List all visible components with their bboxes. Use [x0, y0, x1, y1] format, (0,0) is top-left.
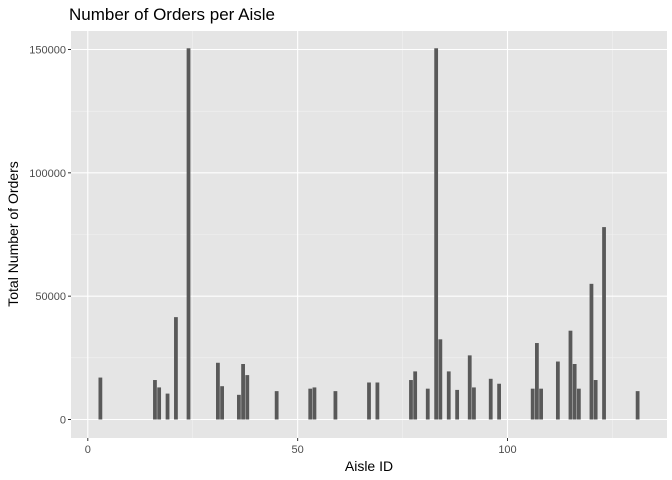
bar-aisle-21 — [174, 317, 178, 420]
x-tick-label: 0 — [85, 444, 91, 456]
chart-title: Number of Orders per Aisle — [69, 5, 275, 24]
bar-aisle-121 — [593, 380, 598, 420]
bar-aisle-106 — [530, 388, 535, 420]
bar-aisle-108 — [539, 388, 543, 420]
bar-aisle-67 — [367, 382, 371, 420]
bar-aisle-38 — [245, 375, 250, 420]
bar-aisle-19 — [165, 393, 170, 420]
bars — [98, 48, 640, 420]
bar-aisle-32 — [220, 386, 224, 420]
bar-aisle-31 — [216, 362, 220, 420]
bar-aisle-98 — [497, 383, 501, 420]
minor-gridlines — [71, 31, 667, 438]
bar-aisle-115 — [568, 330, 573, 420]
bar-aisle-92 — [472, 387, 476, 420]
bar-aisle-17 — [157, 387, 162, 420]
bar-aisle-123 — [602, 227, 606, 420]
bar-aisle-91 — [467, 355, 472, 420]
bar-aisle-78 — [413, 371, 418, 420]
y-tick-label: 50000 — [35, 291, 66, 303]
bar-aisle-120 — [589, 283, 594, 420]
y-tick-label: 100000 — [29, 168, 66, 180]
bar-aisle-81 — [425, 388, 430, 420]
y-tick-label: 0 — [60, 415, 66, 427]
bar-aisle-16 — [153, 380, 157, 420]
bar-aisle-3 — [98, 377, 103, 420]
y-tick-label: 150000 — [29, 45, 66, 57]
y-axis: 0 50000 100000 150000 — [29, 45, 71, 427]
bar-aisle-88 — [455, 389, 460, 420]
bar-aisle-117 — [576, 388, 581, 420]
bar-aisle-59 — [333, 391, 338, 420]
bar-aisle-45 — [274, 391, 279, 420]
bar-aisle-131 — [635, 391, 640, 420]
bar-aisle-96 — [488, 378, 493, 420]
bar-aisle-36 — [237, 394, 241, 420]
bar-aisle-53 — [308, 388, 313, 420]
y-axis-title: Total Number of Orders — [5, 161, 21, 307]
x-axis: 0 50 100 — [85, 438, 517, 456]
bar-aisle-24 — [186, 48, 191, 420]
bar-aisle-84 — [438, 339, 443, 420]
bar-aisle-69 — [375, 382, 380, 420]
major-gridlines — [71, 31, 667, 438]
bar-aisle-86 — [446, 371, 451, 420]
x-axis-title: Aisle ID — [345, 458, 393, 474]
x-tick-label: 50 — [292, 444, 304, 456]
bar-aisle-112 — [555, 361, 560, 420]
bar-aisle-83 — [434, 48, 439, 420]
bar-aisle-37 — [241, 364, 245, 420]
bar-aisle-77 — [409, 380, 413, 420]
bar-aisle-54 — [312, 387, 317, 420]
x-tick-label: 100 — [498, 444, 516, 456]
bar-aisle-107 — [535, 343, 539, 420]
bar-aisle-116 — [572, 364, 577, 420]
